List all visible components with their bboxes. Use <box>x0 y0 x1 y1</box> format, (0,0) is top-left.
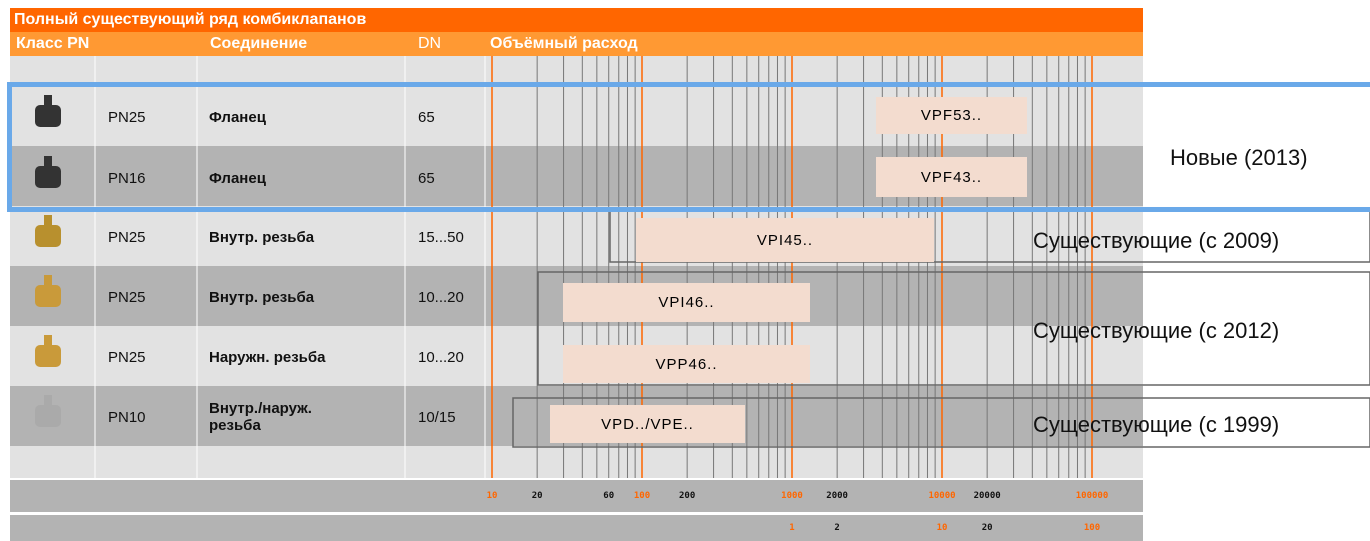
axis-tick-label: 20000 <box>974 491 1001 501</box>
axis-tick-label: 1000 <box>781 491 803 501</box>
group-label: Существующие (с 2009) <box>1033 228 1279 254</box>
row-background <box>10 206 1143 266</box>
pn-class: PN25 <box>108 327 146 387</box>
page: Полный существующий ряд комбиклапанов Кл… <box>0 0 1370 541</box>
dn: 10...20 <box>418 267 464 327</box>
new-highlight <box>7 82 1370 212</box>
axis-tick-label: 100000 <box>1076 491 1109 501</box>
dn: 10...20 <box>418 327 464 387</box>
pn-class: PN25 <box>108 207 146 267</box>
group-label: Существующие (с 2012) <box>1033 318 1279 344</box>
connection: Внутр. резьба <box>209 207 399 267</box>
pn-class: PN10 <box>108 387 146 447</box>
column-header: DN <box>418 35 441 53</box>
axis-tick-label: 100 <box>634 491 650 501</box>
column-header: Соединение <box>210 35 307 53</box>
product-bar: VPP46.. <box>563 345 810 383</box>
valve-icon <box>35 225 61 247</box>
axis-tick-label: 20 <box>982 523 993 533</box>
axis-tick-label: 10 <box>487 491 498 501</box>
title: Полный существующий ряд комбиклапанов <box>14 11 366 29</box>
connection: Внутр. резьба <box>209 267 399 327</box>
axis-tick-label: 2000 <box>826 491 848 501</box>
axis-tick-label: 1 <box>789 523 794 533</box>
pn-class: PN25 <box>108 267 146 327</box>
dn: 15...50 <box>418 207 464 267</box>
axis-tick-label: 10000 <box>928 491 955 501</box>
connection: Наружн. резьба <box>209 327 399 387</box>
valve-icon <box>35 345 61 367</box>
column-header: Объёмный расход <box>490 35 638 53</box>
axis-tick-label: 10 <box>937 523 948 533</box>
axis-tick-label: 100 <box>1084 523 1100 533</box>
group-label: Новые (2013) <box>1170 145 1308 171</box>
valve-icon <box>44 215 52 227</box>
axis-tick-label: 200 <box>679 491 695 501</box>
valve-icon <box>44 275 52 287</box>
axis-tick-label: 2 <box>834 523 839 533</box>
product-bar: VPI46.. <box>563 283 810 322</box>
axis-row <box>10 515 1143 541</box>
connection: Внутр./наруж. резьба <box>209 387 329 447</box>
group-label: Существующие (с 1999) <box>1033 412 1279 438</box>
row-background <box>10 446 1143 478</box>
product-bar: VPD../VPE.. <box>550 405 745 443</box>
column-header: Класс PN <box>16 35 89 53</box>
valve-icon <box>35 285 61 307</box>
product-bar: VPI45.. <box>636 218 934 262</box>
valve-icon <box>44 335 52 347</box>
dn: 10/15 <box>418 387 456 447</box>
axis-tick-label: 60 <box>603 491 614 501</box>
valve-icon <box>44 395 52 407</box>
valve-icon <box>35 405 61 427</box>
axis-tick-label: 20 <box>532 491 543 501</box>
